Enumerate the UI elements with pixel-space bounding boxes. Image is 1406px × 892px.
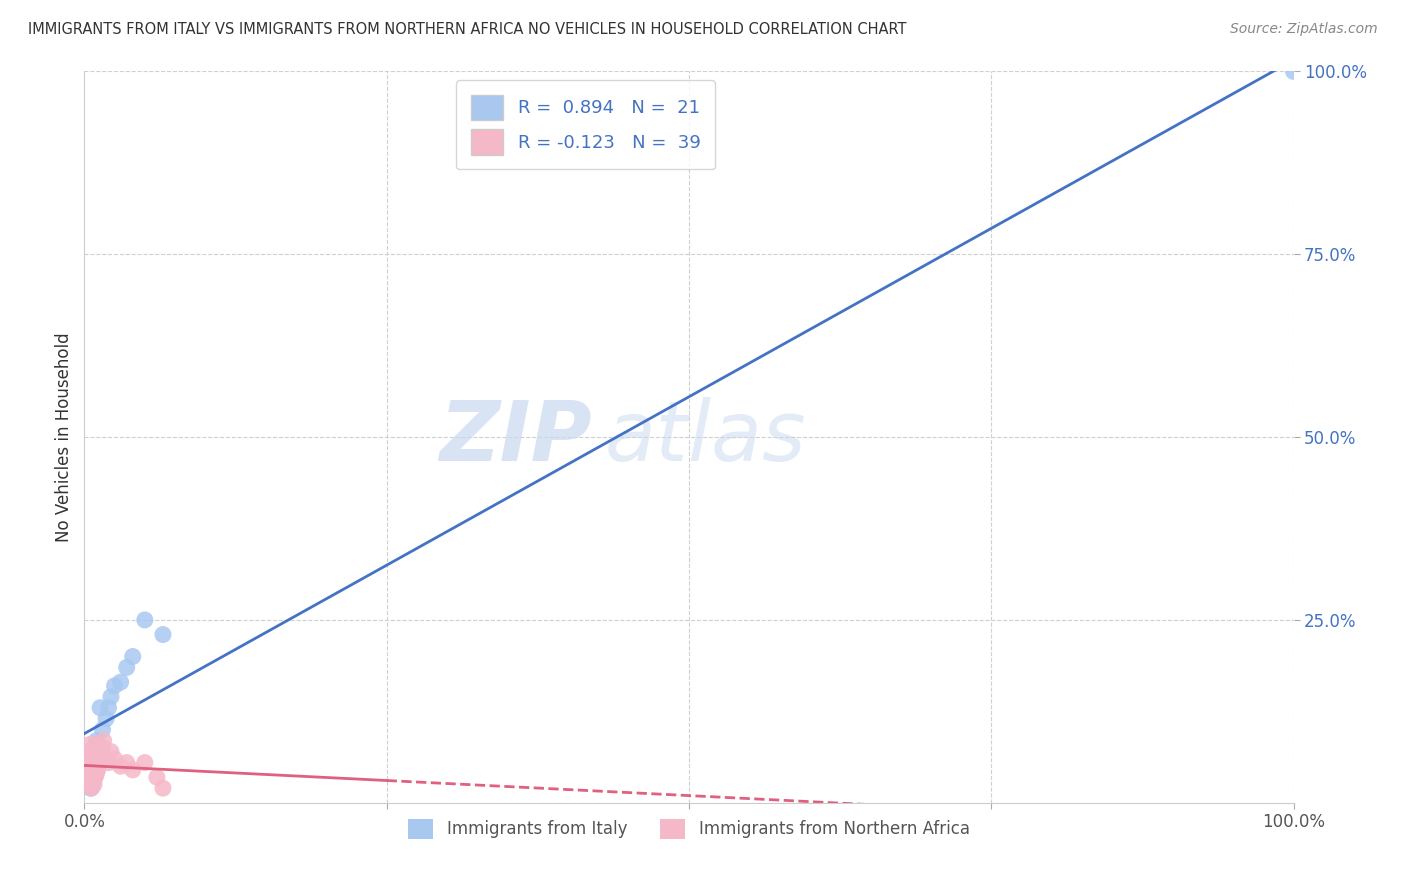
Point — [110, 675, 132, 690]
Point — [89, 748, 111, 763]
Point — [91, 723, 114, 737]
Point — [94, 712, 117, 726]
Point — [83, 763, 105, 777]
Text: IMMIGRANTS FROM ITALY VS IMMIGRANTS FROM NORTHERN AFRICA NO VEHICLES IN HOUSEHOL: IMMIGRANTS FROM ITALY VS IMMIGRANTS FROM… — [28, 22, 907, 37]
Point — [100, 690, 122, 704]
Point — [77, 770, 100, 784]
Legend: R =  0.894   N =  21, R = -0.123   N =  39: R = 0.894 N = 21, R = -0.123 N = 39 — [456, 80, 714, 169]
Point — [86, 763, 108, 777]
Point — [76, 778, 98, 792]
Point — [91, 740, 114, 755]
Point — [83, 763, 105, 777]
Point — [86, 766, 108, 780]
Point — [84, 752, 107, 766]
Text: atlas: atlas — [605, 397, 806, 477]
Y-axis label: No Vehicles in Household: No Vehicles in Household — [55, 332, 73, 542]
Point — [83, 748, 105, 763]
Point — [76, 766, 98, 780]
Point — [79, 766, 101, 780]
Point — [79, 756, 101, 770]
Point — [152, 627, 174, 641]
Point — [79, 737, 101, 751]
Point — [87, 740, 110, 755]
Point — [115, 756, 138, 770]
Point — [79, 781, 101, 796]
Point — [80, 781, 103, 796]
Point — [115, 660, 138, 674]
Point — [82, 773, 104, 788]
Point — [82, 773, 104, 788]
Point — [84, 770, 107, 784]
Point — [87, 756, 110, 770]
Point — [121, 763, 143, 777]
Point — [146, 770, 169, 784]
Point — [121, 649, 143, 664]
Point — [94, 752, 117, 766]
Point — [77, 745, 100, 759]
Point — [86, 748, 108, 763]
Point — [79, 778, 101, 792]
Point — [93, 733, 115, 747]
Point — [97, 756, 120, 770]
Point — [77, 773, 100, 788]
Point — [82, 752, 104, 766]
Point — [79, 770, 101, 784]
Point — [86, 752, 108, 766]
Point — [104, 752, 127, 766]
Point — [1282, 64, 1305, 78]
Point — [80, 759, 103, 773]
Point — [77, 759, 100, 773]
Point — [83, 778, 105, 792]
Point — [104, 679, 127, 693]
Text: Source: ZipAtlas.com: Source: ZipAtlas.com — [1230, 22, 1378, 37]
Point — [77, 756, 100, 770]
Point — [84, 756, 107, 770]
Text: ZIP: ZIP — [440, 397, 592, 477]
Point — [152, 781, 174, 796]
Point — [79, 748, 101, 763]
Point — [100, 745, 122, 759]
Point — [86, 737, 108, 751]
Point — [134, 756, 156, 770]
Point — [97, 700, 120, 714]
Point — [86, 733, 108, 747]
Point — [80, 770, 103, 784]
Point — [89, 700, 111, 714]
Point — [110, 759, 132, 773]
Point — [134, 613, 156, 627]
